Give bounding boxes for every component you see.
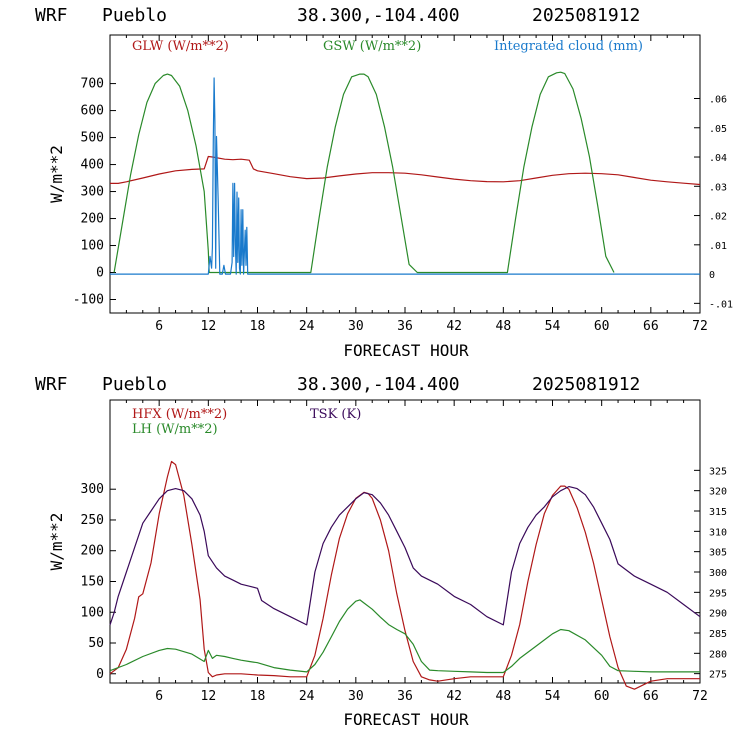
- legend-cloud: Integrated cloud (mm): [494, 39, 643, 54]
- header-model: WRF: [35, 374, 68, 395]
- x-tick-label: 18: [250, 689, 266, 704]
- header-site: Pueblo: [102, 374, 167, 395]
- header-init: 2025081912: [532, 5, 640, 26]
- y-tick-label: 200: [81, 212, 104, 227]
- y-tick-label: 400: [81, 158, 104, 173]
- x-tick-label: 60: [594, 319, 610, 334]
- x-axis-label: FORECAST HOUR: [343, 710, 469, 729]
- tsk-line: [109, 486, 701, 626]
- y2-tick-label: -.01: [709, 299, 733, 310]
- x-tick-label: 72: [692, 319, 708, 334]
- x-tick-label: 36: [397, 319, 413, 334]
- hfx-line: [109, 460, 700, 690]
- y2-tick-label: 300: [709, 568, 727, 579]
- y2-tick-label: .03: [709, 182, 727, 193]
- plot-frame: [109, 399, 701, 684]
- legend-tsk: TSK (K): [310, 407, 361, 422]
- y-tick-label: 250: [81, 513, 104, 528]
- y-tick-label: 300: [81, 185, 104, 200]
- x-tick-label: 6: [155, 319, 163, 334]
- y-tick-label: 500: [81, 131, 104, 146]
- legend-lh: LH (W/m**2): [132, 422, 218, 437]
- y-tick-label: 200: [81, 544, 104, 559]
- x-axis-label: FORECAST HOUR: [343, 341, 469, 360]
- x-tick-label: 24: [299, 689, 315, 704]
- radiation-panel: WRF Pueblo 38.300,-104.400 2025081912 6 12 18 2…: [35, 5, 733, 360]
- x-tick-label: 42: [446, 319, 462, 334]
- y2-tick-label: 320: [709, 487, 727, 498]
- x-tick-label: 48: [496, 689, 512, 704]
- y2-tick-label: 315: [709, 507, 727, 518]
- y-tick-label: 150: [81, 574, 104, 589]
- y2-tick-label: 305: [709, 548, 727, 559]
- x-tick-label: 24: [299, 319, 315, 334]
- cloud-line: [110, 77, 700, 275]
- y-axis-label: W/m**2: [47, 513, 66, 571]
- header-init: 2025081912: [532, 374, 640, 395]
- x-tick-label: 48: [496, 319, 512, 334]
- y2-tick-label: 0: [709, 270, 715, 281]
- y-tick-label: 50: [88, 636, 104, 651]
- y2-tick-label: 285: [709, 629, 727, 640]
- x-tick-label: 30: [348, 689, 364, 704]
- y-tick-label: 600: [81, 104, 104, 119]
- y2-tick-label: .05: [709, 124, 727, 135]
- x-tick-label: 72: [692, 689, 708, 704]
- y2-tick-label: .04: [709, 153, 727, 164]
- x-tick-label: 12: [201, 689, 217, 704]
- gsw-line: [113, 71, 615, 274]
- x-tick-label: 42: [446, 689, 462, 704]
- y2-tick-label: 295: [709, 588, 727, 599]
- x-tick-label: 60: [594, 689, 610, 704]
- flux-panel: WRF Pueblo 38.300,-104.400 2025081912 6 12 18 2…: [35, 374, 727, 729]
- glw-line: [110, 155, 701, 186]
- header-coords: 38.300,-104.400: [297, 374, 460, 395]
- legend-gsw: GSW (W/m**2): [323, 39, 421, 54]
- y-tick-label: 700: [81, 77, 104, 92]
- header-model: WRF: [35, 5, 68, 26]
- x-tick-label: 18: [250, 319, 266, 334]
- y-tick-label: 300: [81, 482, 104, 497]
- x-tick-label: 36: [397, 689, 413, 704]
- header-coords: 38.300,-104.400: [297, 5, 460, 26]
- y2-tick-label: 280: [709, 649, 727, 660]
- x-tick-label: 66: [643, 689, 659, 704]
- x-tick-label: 54: [545, 319, 561, 334]
- y-tick-label: 0: [96, 667, 104, 682]
- legend-glw: GLW (W/m**2): [132, 39, 229, 54]
- y2-tick-label: .02: [709, 212, 727, 223]
- y-tick-label: 100: [81, 605, 104, 620]
- x-tick-label: 30: [348, 319, 364, 334]
- y2-tick-label: .01: [709, 241, 727, 252]
- y-tick-label: 100: [81, 239, 104, 254]
- x-tick-label: 66: [643, 319, 659, 334]
- y2-tick-label: 275: [709, 670, 727, 681]
- header-site: Pueblo: [102, 5, 167, 26]
- x-tick-label: 6: [155, 689, 163, 704]
- x-tick-label: 54: [545, 689, 561, 704]
- y2-tick-label: 310: [709, 527, 727, 538]
- y-tick-label: -100: [73, 293, 104, 308]
- y2-tick-label: .06: [709, 95, 727, 106]
- x-tick-label: 12: [201, 319, 217, 334]
- lh-line: [109, 599, 700, 674]
- y-axis-label: W/m**2: [47, 145, 66, 203]
- legend-hfx: HFX (W/m**2): [132, 407, 227, 422]
- y-tick-label: 0: [96, 266, 104, 281]
- y2-tick-label: 325: [709, 466, 727, 477]
- y2-tick-label: 290: [709, 609, 727, 620]
